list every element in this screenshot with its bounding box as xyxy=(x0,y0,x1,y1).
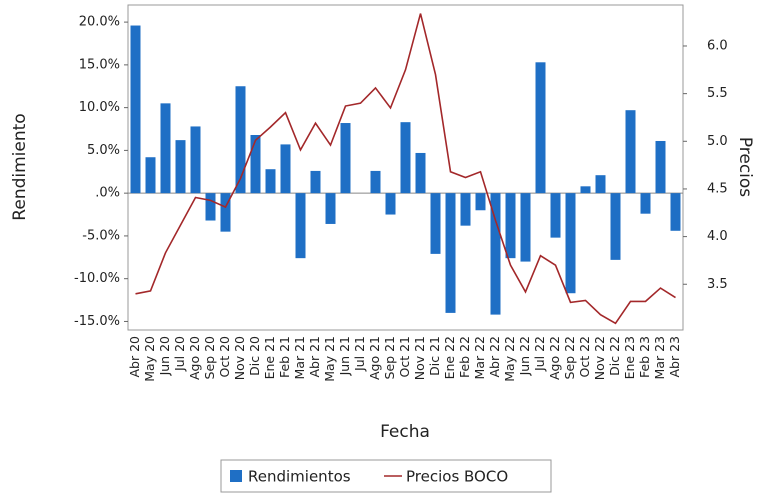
bar xyxy=(145,157,156,194)
bar xyxy=(550,193,561,238)
bar xyxy=(445,193,456,313)
bar xyxy=(310,170,321,194)
x-tick-label: Abr 20 xyxy=(127,336,142,378)
legend-label: Precios BOCO xyxy=(406,468,508,486)
x-tick-label: Abr 22 xyxy=(487,336,502,378)
bar xyxy=(370,170,381,194)
bar xyxy=(520,193,531,262)
y-tick-label: -10.0% xyxy=(74,271,120,286)
y-tick-label: 20.0% xyxy=(79,15,120,30)
x-tick-label: Oct 22 xyxy=(577,336,592,378)
x-tick-label: Mar 23 xyxy=(652,336,667,379)
x-tick-label: Dic 21 xyxy=(427,336,442,376)
x-tick-label: Feb 23 xyxy=(637,336,652,378)
bar xyxy=(130,25,141,194)
x-tick-label: Mar 22 xyxy=(472,336,487,379)
legend-label: Rendimientos xyxy=(248,468,351,486)
bar xyxy=(280,144,291,194)
x-tick-label: Sep 22 xyxy=(562,336,577,379)
bar xyxy=(640,193,651,214)
y2-tick-label: 5.5 xyxy=(707,86,728,101)
y-tick-label: 10.0% xyxy=(79,100,120,115)
x-tick-label: May 21 xyxy=(322,336,337,382)
y-tick-label: -15.0% xyxy=(74,314,120,329)
x-tick-label: Ago 21 xyxy=(367,336,382,380)
y2-axis-title: Precios xyxy=(735,137,755,197)
bar xyxy=(505,193,516,259)
bar xyxy=(400,122,411,194)
bar xyxy=(535,62,546,194)
x-tick-label: Ene 22 xyxy=(442,336,457,379)
y2-tick-label: 4.0 xyxy=(707,229,728,244)
x-tick-label: Oct 20 xyxy=(217,336,232,378)
y-tick-label: -5.0% xyxy=(82,228,120,243)
y-tick-label: 15.0% xyxy=(79,57,120,72)
bar xyxy=(160,103,171,194)
x-tick-label: Abr 21 xyxy=(307,336,322,378)
x-tick-label: Dic 22 xyxy=(607,336,622,376)
bar xyxy=(475,193,486,211)
x-tick-label: Jul 20 xyxy=(172,336,187,372)
x-tick-label: Jun 22 xyxy=(517,336,532,376)
x-tick-label: Ene 21 xyxy=(262,336,277,379)
bar xyxy=(625,110,636,194)
bar xyxy=(610,193,621,260)
x-tick-label: Sep 21 xyxy=(382,336,397,379)
bar xyxy=(670,193,681,231)
bar xyxy=(460,193,471,226)
x-tick-label: Abr 23 xyxy=(667,336,682,378)
price-line xyxy=(135,13,676,325)
legend-swatch xyxy=(230,470,242,482)
x-tick-label: Ago 22 xyxy=(547,336,562,380)
x-tick-label: Feb 22 xyxy=(457,336,472,378)
bar xyxy=(205,193,216,221)
x-tick-label: Nov 22 xyxy=(592,336,607,380)
bar xyxy=(655,140,666,194)
x-tick-label: May 22 xyxy=(502,336,517,382)
x-tick-label: Sep 20 xyxy=(202,336,217,379)
bar xyxy=(340,123,351,194)
x-tick-label: Ago 20 xyxy=(187,336,202,380)
y2-tick-label: 5.0 xyxy=(707,134,728,149)
bar xyxy=(580,186,591,194)
y-tick-label: .0% xyxy=(95,186,120,201)
x-tick-label: Feb 21 xyxy=(277,336,292,378)
x-tick-label: Jul 22 xyxy=(532,336,547,372)
y2-tick-label: 3.5 xyxy=(707,277,728,292)
x-tick-label: Nov 21 xyxy=(412,336,427,380)
x-tick-label: Jun 21 xyxy=(337,336,352,376)
bar xyxy=(430,193,441,254)
x-tick-label: Jul 21 xyxy=(352,336,367,372)
x-tick-label: May 20 xyxy=(142,336,157,382)
x-tick-label: Oct 21 xyxy=(397,336,412,378)
x-axis-title: Fecha xyxy=(380,422,430,442)
bar xyxy=(265,169,276,194)
bar xyxy=(565,193,576,294)
bar xyxy=(295,193,306,259)
bar xyxy=(490,193,501,315)
x-tick-label: Nov 20 xyxy=(232,336,247,380)
y2-tick-label: 6.0 xyxy=(707,38,728,53)
bar xyxy=(175,140,186,194)
x-tick-label: Jun 20 xyxy=(157,336,172,376)
bar xyxy=(325,193,336,224)
bar xyxy=(220,193,231,232)
y-axis-title: Rendimiento xyxy=(10,113,30,220)
y-tick-label: 5.0% xyxy=(87,143,120,158)
x-tick-label: Dic 20 xyxy=(247,336,262,376)
bar xyxy=(250,135,261,194)
bar xyxy=(595,175,606,194)
y2-tick-label: 4.5 xyxy=(707,181,728,196)
x-tick-label: Mar 21 xyxy=(292,336,307,379)
bar xyxy=(385,193,396,215)
bar xyxy=(235,86,246,194)
x-tick-label: Ene 23 xyxy=(622,336,637,379)
bar xyxy=(190,126,201,194)
bar xyxy=(415,152,426,194)
